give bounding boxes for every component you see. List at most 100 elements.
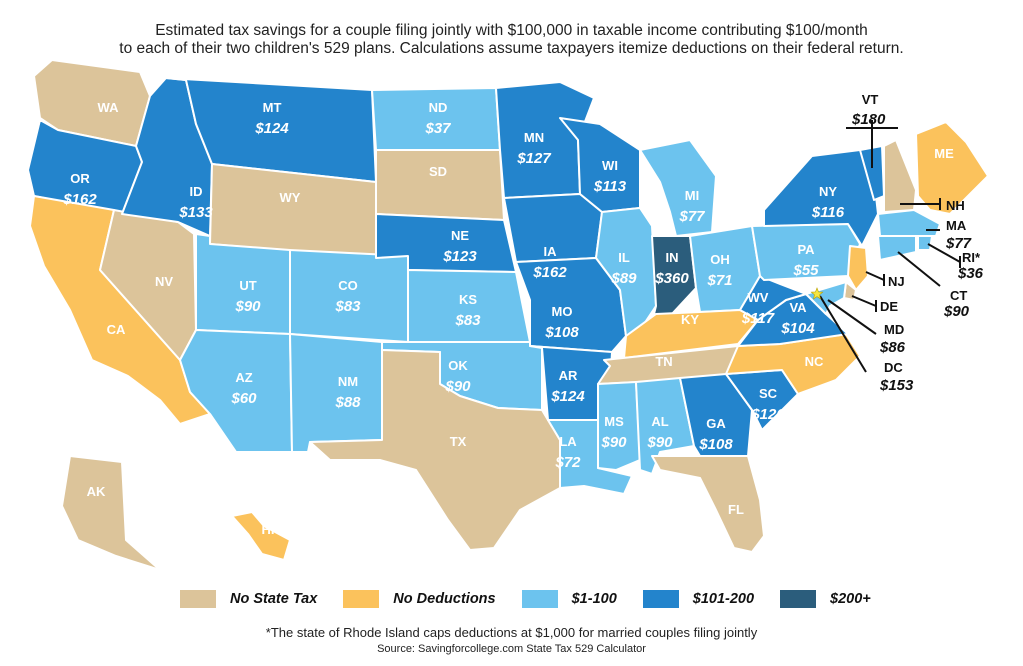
state-value-ny: $116: [811, 204, 845, 221]
state-label-ms: MS: [604, 414, 624, 429]
labels-layer: WA OR $162 CA NV ID $133 MT $124 WY UT $90 AZ $60 CO $8…: [62, 92, 983, 537]
state-label-ne: NE: [451, 228, 469, 243]
leader-lines: [819, 120, 961, 373]
state-value-in: $360: [654, 270, 689, 287]
legend-item-low: $1-100: [521, 590, 617, 608]
states-layer: [27, 59, 989, 571]
state-label-sd: SD: [429, 164, 447, 179]
state-label-me: ME: [934, 146, 954, 161]
state-value-ma: $77: [945, 235, 972, 252]
state-label-hi: HI: [262, 522, 275, 537]
state-value-va: $104: [780, 320, 815, 337]
legend-item-no-deductions: No Deductions: [343, 590, 496, 608]
legend-item-mid: $101-200: [642, 590, 754, 608]
map-caption: Estimated tax savings for a couple filin…: [0, 22, 1023, 58]
state-label-nd: ND: [429, 100, 448, 115]
state-label-nm: NM: [338, 374, 358, 389]
leader-line-ri: [927, 243, 961, 268]
state-ms: [597, 381, 641, 471]
state-label-ga: GA: [706, 416, 726, 431]
legend-item-high: $200+: [780, 590, 871, 608]
leader-line-dc: [819, 295, 867, 373]
state-label-pa: PA: [797, 242, 815, 257]
state-md: [805, 281, 847, 315]
state-co: [289, 249, 409, 343]
footnote: *The state of Rhode Island caps deductio…: [265, 625, 758, 640]
state-value-wv: $117: [741, 310, 775, 327]
state-label-nc: NC: [805, 354, 824, 369]
state-value-mi: $77: [678, 208, 705, 225]
state-label-ia: IA: [544, 244, 558, 259]
state-label-nj: NJ: [888, 274, 905, 289]
state-value-il: $89: [610, 270, 637, 287]
state-label-ct: CT: [950, 288, 967, 303]
state-label-ar: AR: [559, 368, 578, 383]
state-value-mo: $108: [544, 324, 579, 341]
state-label-wv: WV: [748, 290, 769, 305]
state-label-or: OR: [70, 171, 90, 186]
state-label-al: AL: [651, 414, 668, 429]
state-label-ma: MA: [946, 218, 967, 233]
state-value-oh: $71: [706, 272, 732, 289]
state-label-in: IN: [666, 250, 679, 265]
caption-line-1: Estimated tax savings for a couple filin…: [155, 22, 868, 39]
state-value-md: $86: [879, 339, 906, 356]
state-value-wi: $113: [593, 178, 627, 195]
state-value-mt: $124: [254, 120, 289, 137]
state-label-ny: NY: [819, 184, 837, 199]
state-label-ri: RI*: [962, 250, 981, 265]
state-nd: [371, 87, 501, 151]
state-nm: [289, 333, 383, 453]
state-value-ms: $90: [600, 434, 627, 451]
state-label-az: AZ: [235, 370, 252, 385]
state-label-ks: KS: [459, 292, 477, 307]
state-ri: [917, 235, 933, 251]
state-value-co: $83: [334, 298, 361, 315]
state-me: [915, 121, 989, 215]
state-label-mo: MO: [552, 304, 573, 319]
legend-swatch: [780, 590, 817, 608]
state-label-mi: MI: [685, 188, 699, 203]
state-label-oh: OH: [710, 252, 730, 267]
legend: No State Tax No Deductions $1-100 $101-200 $…: [180, 590, 897, 608]
state-value-mn: $127: [516, 150, 551, 167]
state-value-la: $72: [554, 454, 581, 471]
state-label-ak: AK: [87, 484, 106, 499]
leader-line-de: [851, 295, 877, 312]
state-label-tn: TN: [655, 354, 672, 369]
state-tx: [309, 349, 561, 551]
state-label-ok: OK: [448, 358, 468, 373]
state-label-wi: WI: [602, 158, 618, 173]
legend-label: No Deductions: [393, 591, 496, 607]
state-ct: [877, 235, 917, 261]
state-label-md: MD: [884, 322, 904, 337]
state-value-dc: $153: [879, 377, 914, 394]
leader-line-md: [827, 299, 877, 335]
source-note: Source: Savingforcollege.com State Tax 5…: [377, 643, 646, 655]
state-ma: [877, 209, 941, 237]
legend-label: No State Tax: [230, 591, 318, 607]
state-sd: [375, 149, 505, 221]
state-label-vt: VT: [862, 92, 879, 107]
dc-star-icon: [810, 287, 824, 300]
state-value-nd: $37: [424, 120, 451, 137]
state-label-la: LA: [559, 434, 577, 449]
state-value-ct: $90: [943, 303, 970, 320]
state-label-ut: UT: [239, 278, 256, 293]
state-label-ky: KY: [681, 312, 699, 327]
state-ak: [61, 455, 161, 571]
state-label-dc: DC: [884, 360, 903, 375]
state-value-ne: $123: [442, 248, 477, 265]
legend-label: $200+: [830, 591, 871, 607]
state-label-wa: WA: [98, 100, 120, 115]
legend-swatch: [521, 590, 558, 608]
state-label-ca: CA: [107, 322, 126, 337]
state-fl: [651, 455, 765, 553]
state-value-ut: $90: [234, 298, 261, 315]
state-value-or: $162: [62, 191, 97, 208]
state-value-ga: $108: [698, 436, 733, 453]
state-value-sc: $126: [750, 406, 785, 423]
state-value-ia: $162: [532, 264, 567, 281]
state-hi: [231, 511, 291, 561]
